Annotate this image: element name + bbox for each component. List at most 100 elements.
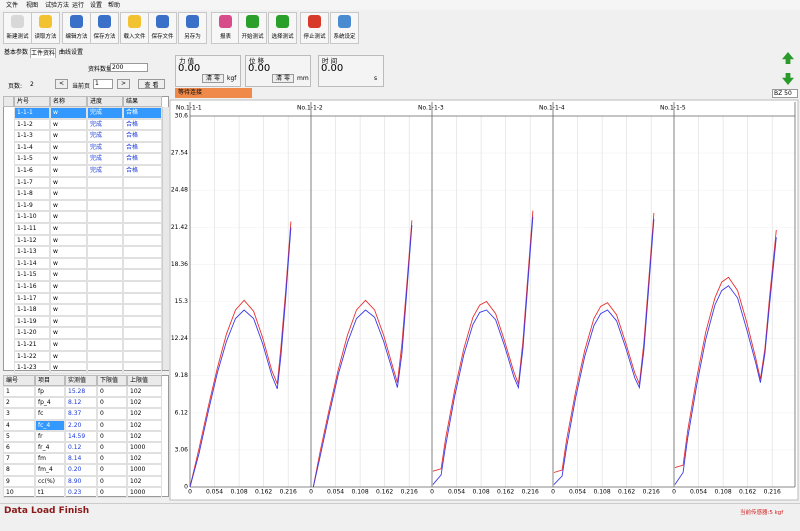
- menu-item[interactable]: 试验方法: [45, 2, 69, 10]
- cell: fm_4: [35, 464, 65, 475]
- cell: [87, 339, 123, 351]
- cell[interactable]: w: [50, 165, 87, 177]
- cell[interactable]: 1-1-21: [14, 339, 50, 351]
- cell[interactable]: 1-1-19: [14, 316, 50, 328]
- cell[interactable]: 完成: [87, 119, 123, 131]
- cell[interactable]: 1-1-18: [14, 304, 50, 316]
- cell[interactable]: 合格: [123, 119, 162, 131]
- cell[interactable]: w: [50, 281, 87, 293]
- cell[interactable]: 1-1-7: [14, 177, 50, 189]
- cell: [87, 316, 123, 328]
- menu-item[interactable]: 运行: [72, 2, 84, 10]
- button[interactable]: 查 看: [138, 79, 165, 89]
- cell[interactable]: w: [50, 316, 87, 328]
- button[interactable]: <: [55, 79, 68, 89]
- cell[interactable]: 合格: [123, 107, 162, 119]
- cell[interactable]: 合格: [123, 142, 162, 154]
- gauge-unit: mm: [297, 75, 309, 83]
- cell[interactable]: w: [50, 130, 87, 142]
- button[interactable]: 清 零: [272, 74, 294, 83]
- cell[interactable]: w: [50, 177, 87, 189]
- cell[interactable]: w: [50, 119, 87, 131]
- cell[interactable]: 合格: [123, 153, 162, 165]
- cell[interactable]: 1-1-11: [14, 223, 50, 235]
- cell: 8.12: [65, 397, 97, 408]
- cell[interactable]: w: [50, 339, 87, 351]
- menu-item[interactable]: 帮助: [108, 2, 120, 10]
- cell[interactable]: w: [50, 142, 87, 154]
- cell[interactable]: 1-1-16: [14, 281, 50, 293]
- cell[interactable]: 完成: [87, 165, 123, 177]
- cell[interactable]: 1-1-9: [14, 200, 50, 212]
- cell: 102: [127, 431, 162, 442]
- cell[interactable]: w: [50, 200, 87, 212]
- cell: [123, 316, 162, 328]
- x-tick-label: 0: [430, 489, 434, 496]
- button[interactable]: >: [117, 79, 130, 89]
- menu-item[interactable]: 视图: [26, 2, 38, 10]
- menu-item[interactable]: 文件: [6, 2, 18, 10]
- cell[interactable]: w: [50, 304, 87, 316]
- cell[interactable]: w: [50, 293, 87, 305]
- toolbar-icon: [219, 15, 232, 28]
- panel-title: No.1-1-3: [418, 105, 444, 112]
- panel-title: No.1-1-2: [297, 105, 323, 112]
- cell[interactable]: w: [50, 351, 87, 363]
- button[interactable]: 清 零: [202, 74, 224, 83]
- cell[interactable]: w: [50, 153, 87, 165]
- cell[interactable]: w: [50, 362, 87, 374]
- cell[interactable]: 1-1-5: [14, 153, 50, 165]
- spin-box[interactable]: BZ 50: [772, 89, 798, 98]
- cell: 0: [97, 431, 127, 442]
- tab[interactable]: 工件资料: [30, 48, 56, 58]
- cell[interactable]: 1-1-13: [14, 246, 50, 258]
- tab[interactable]: 基本参数: [3, 48, 29, 58]
- cell[interactable]: 合格: [123, 130, 162, 142]
- cell[interactable]: 1-1-12: [14, 235, 50, 247]
- cell[interactable]: 1-1-10: [14, 211, 50, 223]
- cell: 0: [97, 487, 127, 498]
- cell[interactable]: 1-1-23: [14, 362, 50, 374]
- cell[interactable]: 1-1-22: [14, 351, 50, 363]
- cell[interactable]: w: [50, 327, 87, 339]
- toolbar-label: 另存为: [178, 34, 207, 42]
- cell[interactable]: 1-1-14: [14, 258, 50, 270]
- scrollbar: [162, 107, 169, 370]
- cell: [123, 362, 162, 374]
- cell[interactable]: 完成: [87, 107, 123, 119]
- y-tick-label: 6.12: [175, 409, 189, 416]
- cell[interactable]: 1-1-6: [14, 165, 50, 177]
- cell: 102: [127, 453, 162, 464]
- cell[interactable]: w: [50, 269, 87, 281]
- cell[interactable]: 合格: [123, 165, 162, 177]
- cell[interactable]: 完成: [87, 142, 123, 154]
- cell[interactable]: w: [50, 258, 87, 270]
- cell[interactable]: 1-1-1: [14, 107, 50, 119]
- tab[interactable]: 曲线设置: [58, 48, 84, 58]
- cell: [87, 351, 123, 363]
- cell[interactable]: 1-1-3: [14, 130, 50, 142]
- cell: cc(%): [35, 476, 65, 487]
- cell[interactable]: w: [50, 235, 87, 247]
- cell[interactable]: w: [50, 246, 87, 258]
- toolbar-icon: [308, 15, 321, 28]
- chart-background: [170, 100, 798, 500]
- cell[interactable]: 1-1-20: [14, 327, 50, 339]
- menu-item[interactable]: 设置: [90, 2, 102, 10]
- x-tick-label: 0.162: [739, 489, 756, 496]
- cell[interactable]: 完成: [87, 153, 123, 165]
- cell[interactable]: 1-1-17: [14, 293, 50, 305]
- x-tick-label: 0.054: [569, 489, 586, 496]
- cell[interactable]: 1-1-4: [14, 142, 50, 154]
- cell[interactable]: w: [50, 211, 87, 223]
- cell[interactable]: 完成: [87, 130, 123, 142]
- cell[interactable]: w: [50, 188, 87, 200]
- cell: 0: [97, 453, 127, 464]
- cell[interactable]: 1-1-15: [14, 269, 50, 281]
- cell[interactable]: 1-1-8: [14, 188, 50, 200]
- cell[interactable]: w: [50, 223, 87, 235]
- status-bar: 等待连接: [175, 88, 252, 98]
- cell[interactable]: w: [50, 107, 87, 119]
- cell[interactable]: 1-1-2: [14, 119, 50, 131]
